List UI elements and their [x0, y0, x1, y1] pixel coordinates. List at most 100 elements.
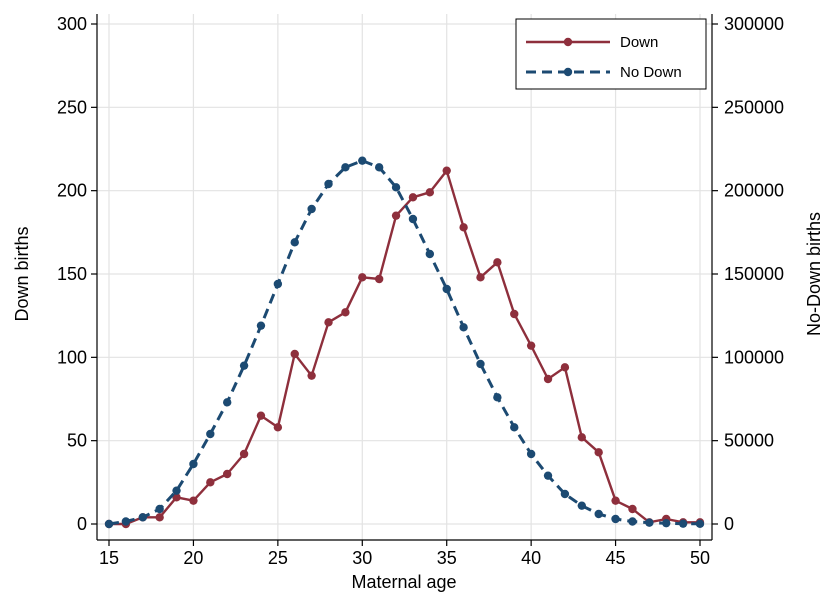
y-left-tick-label: 150	[57, 264, 87, 284]
y-right-tick-label: 100000	[724, 347, 784, 367]
x-tick-label: 20	[183, 548, 203, 568]
data-point-down	[493, 258, 502, 267]
data-point-no-down	[459, 323, 468, 332]
data-point-down	[358, 273, 367, 282]
axes: 15 20 25 30 35 40 45 50 0 50 100 150 200 250 300 0 50000…	[12, 14, 824, 592]
series-line-no-down	[108, 159, 701, 526]
data-point-down	[290, 349, 299, 359]
y-right-tick-label: 0	[724, 514, 734, 534]
data-point-no-down	[510, 423, 519, 432]
data-point-down	[223, 469, 232, 479]
x-tick-label: 30	[352, 548, 372, 568]
data-point-down	[526, 341, 536, 350]
y-left-axis-title: Down births	[12, 226, 32, 321]
data-point-down	[425, 188, 435, 197]
data-point-down	[256, 411, 266, 420]
data-point-no-down	[307, 204, 316, 214]
data-point-down	[611, 496, 620, 505]
y-left-tick-label: 200	[57, 181, 87, 201]
data-point-no-down	[172, 486, 181, 495]
data-point-no-down	[493, 393, 502, 402]
data-point-no-down	[138, 513, 147, 522]
data-point-no-down	[442, 284, 451, 294]
data-point-no-down	[408, 214, 418, 224]
data-point-down	[324, 318, 333, 327]
x-tick-label: 40	[521, 548, 541, 568]
data-point-down	[543, 374, 553, 384]
data-point-no-down	[645, 518, 654, 527]
data-point-down	[408, 193, 418, 202]
legend-label-down: Down	[620, 34, 658, 51]
data-point-no-down	[273, 279, 283, 289]
y-right-tick-label: 300000	[724, 14, 784, 34]
data-point-no-down	[594, 509, 603, 519]
data-point-no-down	[341, 163, 350, 172]
y-left-tick-label: 0	[77, 514, 87, 534]
data-point-down	[172, 493, 181, 502]
y-right-tick-label: 50000	[724, 431, 774, 451]
data-point-no-down	[611, 514, 620, 524]
x-tick-label: 15	[99, 548, 119, 568]
data-point-no-down	[223, 398, 232, 407]
legend-box	[515, 18, 707, 90]
data-point-no-down	[189, 459, 198, 469]
legend: Down No Down	[515, 18, 707, 90]
y-right-tick-label: 150000	[724, 264, 784, 284]
data-point-no-down	[374, 163, 384, 172]
data-point-no-down	[358, 156, 367, 165]
y-right-tick-label: 200000	[724, 181, 784, 201]
data-point-down	[510, 309, 519, 319]
x-tick-label: 50	[690, 548, 710, 568]
data-point-down	[374, 274, 384, 284]
data-point-down	[307, 371, 316, 380]
x-tick-label: 45	[606, 548, 626, 568]
legend-marker-down	[563, 37, 573, 47]
data-point-no-down	[239, 361, 249, 370]
data-point-no-down	[678, 519, 688, 528]
legend-marker-no-down	[563, 67, 573, 77]
data-point-no-down	[577, 501, 586, 510]
data-point-down	[476, 273, 485, 282]
data-point-no-down	[324, 179, 333, 189]
data-point-no-down	[695, 519, 705, 529]
data-point-no-down	[560, 489, 570, 499]
data-point-down	[442, 166, 451, 175]
data-point-down	[577, 433, 586, 442]
y-left-tick-label: 100	[57, 347, 87, 367]
gridlines	[97, 14, 712, 540]
data-point-no-down	[628, 517, 637, 526]
x-axis-title: Maternal age	[351, 572, 456, 592]
data-point-no-down	[543, 471, 553, 480]
data-point-down	[155, 513, 164, 522]
data-point-no-down	[256, 321, 266, 330]
data-point-no-down	[526, 449, 536, 459]
data-point-down	[273, 423, 283, 432]
data-point-down	[459, 223, 468, 232]
data-point-no-down	[121, 517, 131, 526]
data-point-down	[206, 478, 215, 487]
data-point-no-down	[425, 249, 435, 259]
data-point-no-down	[391, 183, 401, 192]
x-tick-label: 35	[437, 548, 457, 568]
data-point-down	[341, 308, 350, 317]
data-point-no-down	[476, 359, 485, 369]
y-right-axis-title: No-Down births	[804, 212, 824, 336]
data-point-down	[560, 363, 570, 372]
data-point-no-down	[155, 504, 164, 514]
data-point-no-down	[104, 519, 114, 529]
series-line-down	[109, 169, 700, 526]
x-tick-label: 25	[268, 548, 288, 568]
data-point-down	[391, 211, 401, 220]
data-point-down	[189, 496, 198, 505]
data-point-no-down	[290, 238, 299, 247]
y-right-tick-label: 250000	[724, 97, 784, 117]
data-point-no-down	[662, 518, 671, 528]
y-left-tick-label: 250	[57, 97, 87, 117]
data-point-down	[594, 448, 603, 457]
data-point-down	[628, 504, 637, 514]
data-point-down	[239, 449, 249, 459]
legend-label-no-down: No Down	[620, 64, 682, 81]
series-layer	[104, 156, 705, 529]
y-left-tick-label: 300	[57, 14, 87, 34]
